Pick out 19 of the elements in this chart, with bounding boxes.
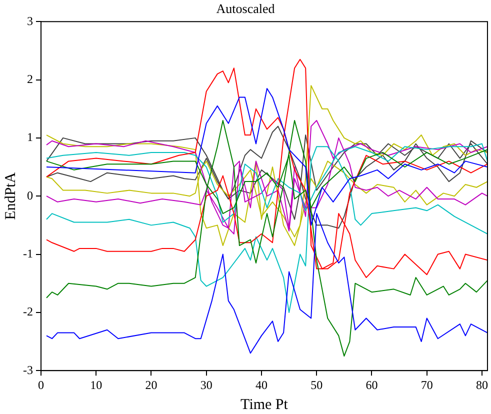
x-tick-label: 50: [310, 378, 323, 392]
x-tick-label: 70: [420, 378, 433, 392]
x-tick-label: 20: [145, 378, 158, 392]
y-tick-label: 3: [26, 14, 33, 28]
x-tick-label: 30: [200, 378, 212, 392]
x-tick-label: 0: [38, 378, 44, 392]
y-tick-label: 1: [26, 130, 33, 144]
x-axis-title: Time Pt: [240, 396, 289, 413]
y-tick-label: 2: [26, 72, 33, 86]
y-tick-label: -3: [22, 362, 33, 377]
y-tick-label: -1: [22, 246, 33, 260]
y-axis-title: EndPtA: [2, 172, 19, 220]
x-tick-label: 80: [476, 378, 488, 392]
x-tick-label: 40: [255, 378, 268, 392]
x-tick-label: 60: [366, 378, 378, 392]
y-tick-label: -2: [22, 304, 33, 319]
x-tick-label: 10: [90, 378, 102, 392]
chart-title: Autoscaled: [216, 1, 276, 16]
y-tick-label: 0: [26, 188, 33, 202]
